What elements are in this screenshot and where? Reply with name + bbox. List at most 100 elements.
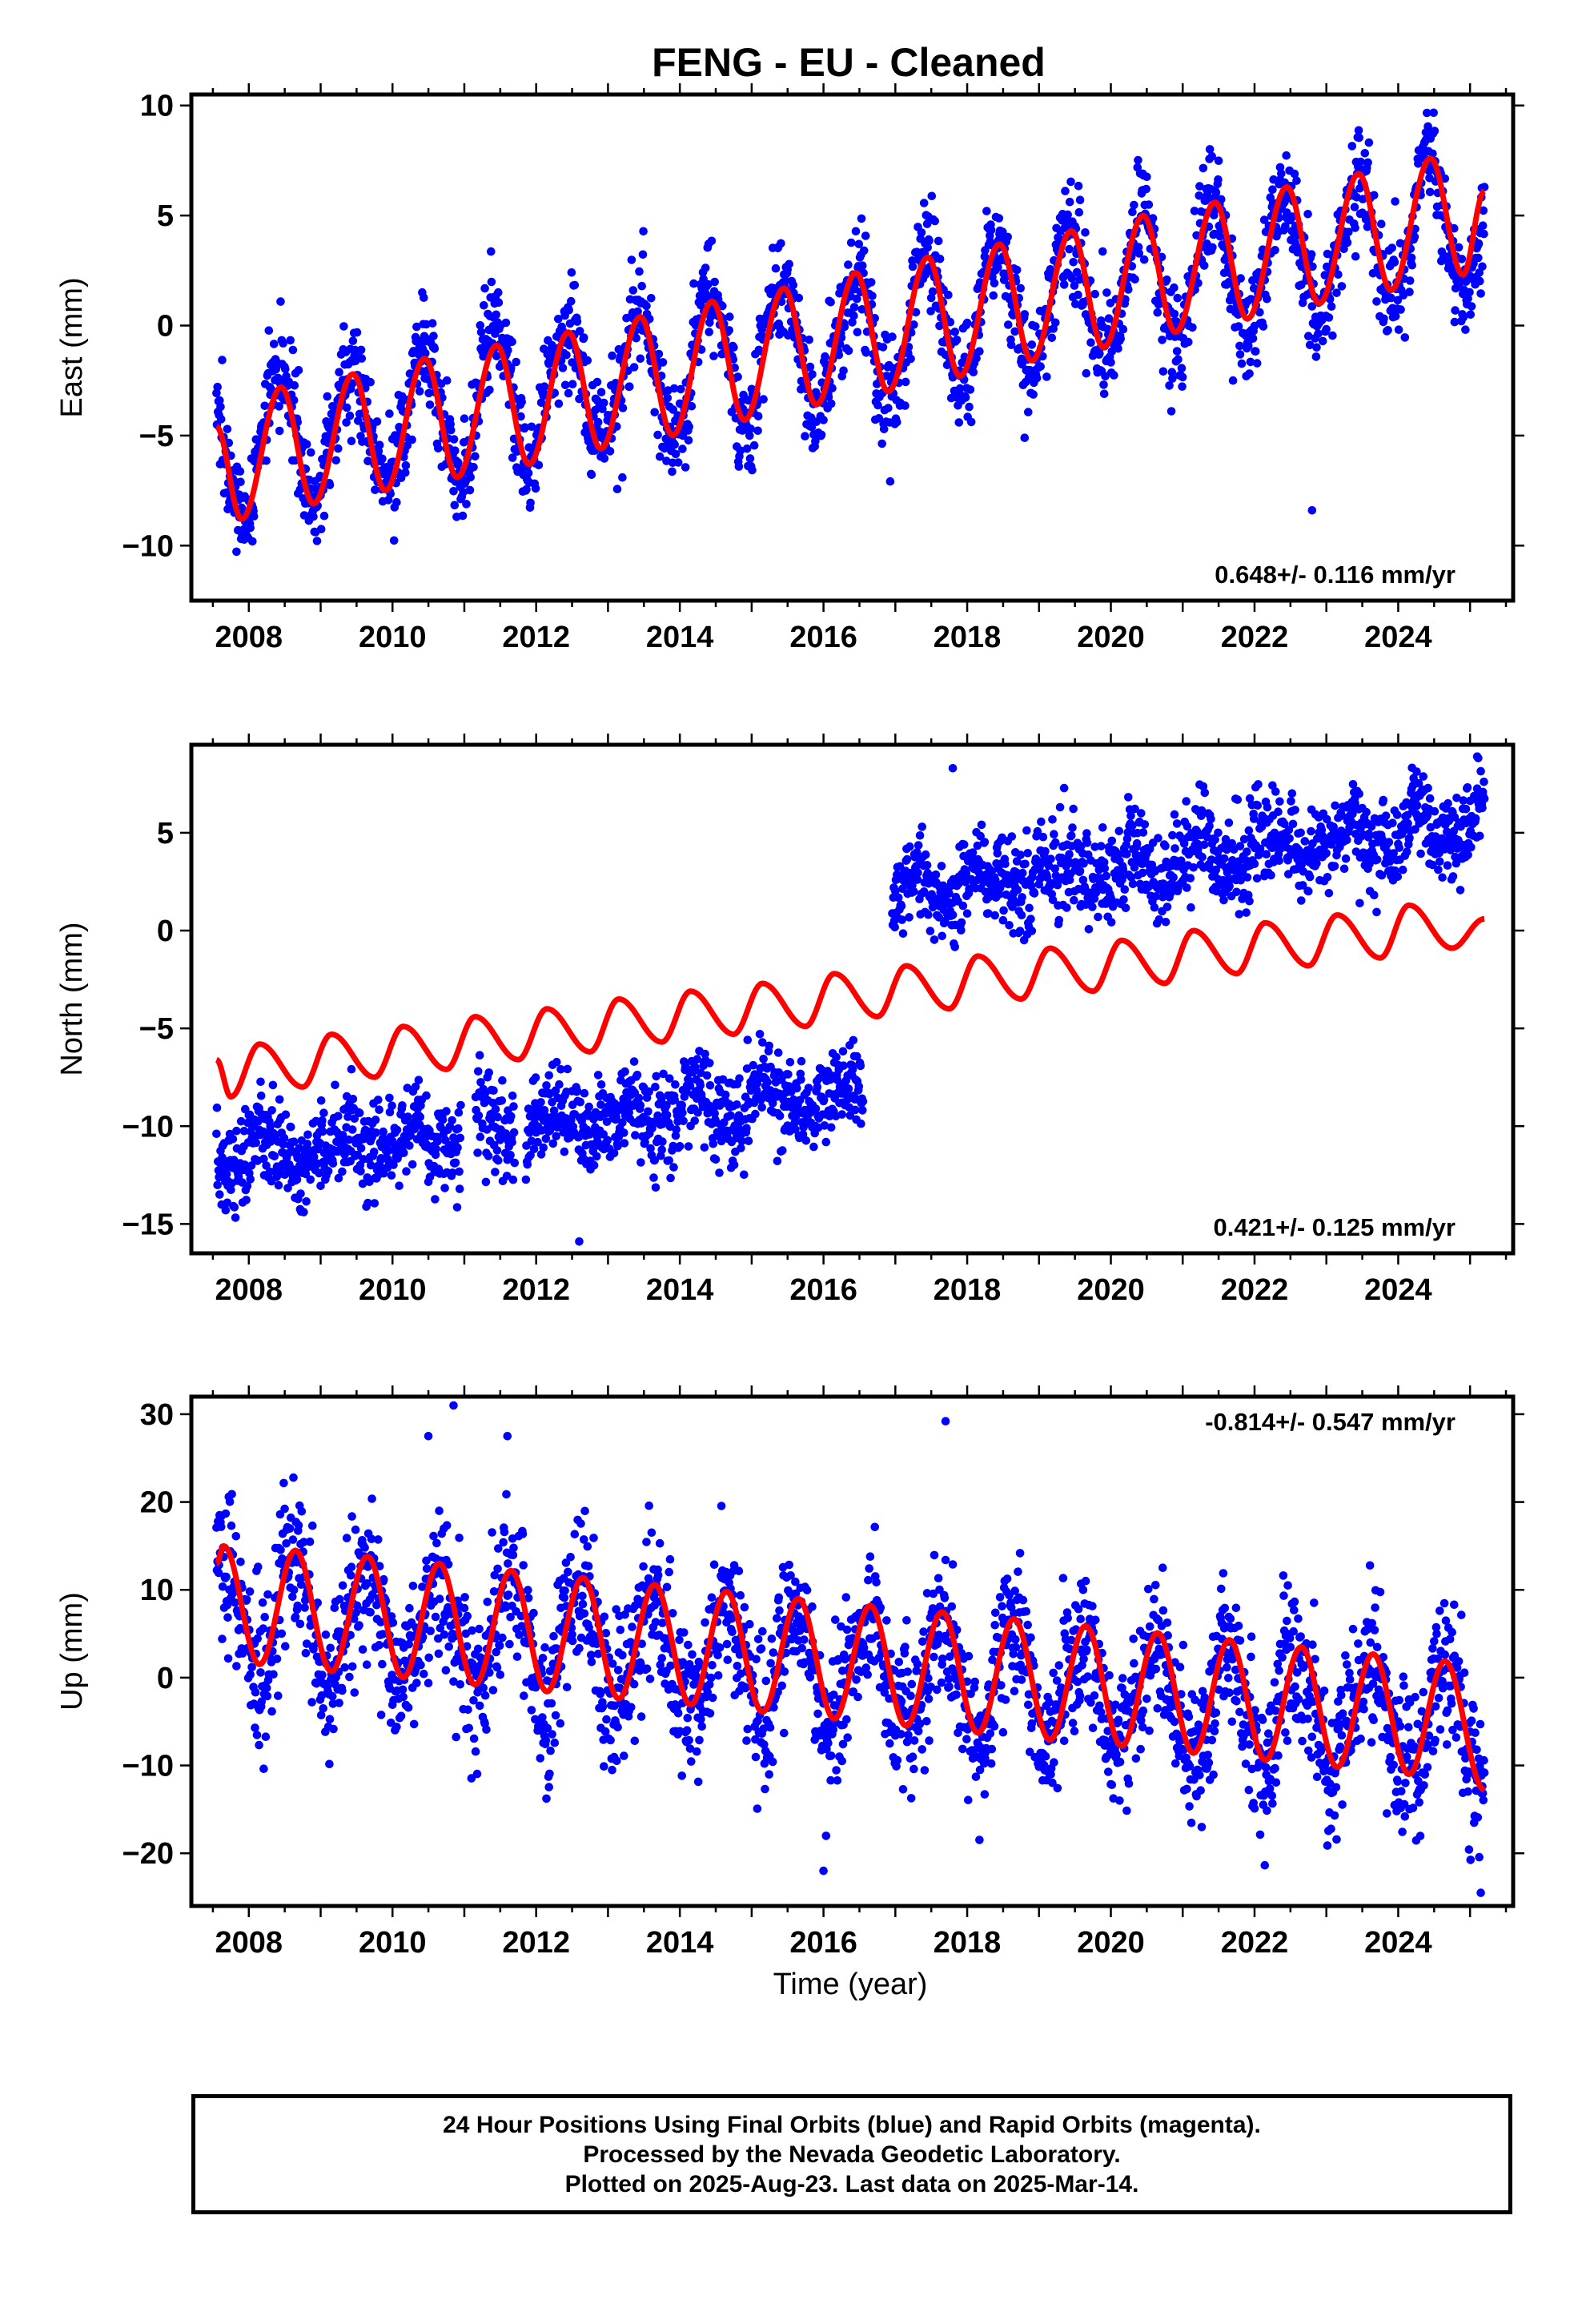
- data-point: [232, 547, 241, 557]
- data-point: [709, 1139, 718, 1148]
- data-point: [888, 332, 897, 341]
- data-point: [1391, 197, 1399, 206]
- data-point: [474, 1067, 483, 1076]
- data-point: [668, 467, 677, 476]
- data-point: [508, 453, 517, 462]
- data-point: [844, 1084, 853, 1093]
- data-point: [1012, 857, 1022, 866]
- data-point: [1303, 210, 1312, 219]
- data-point: [1016, 283, 1025, 293]
- data-point: [966, 417, 976, 427]
- data-point: [1138, 868, 1147, 878]
- data-point: [247, 1161, 256, 1170]
- data-point: [1165, 381, 1174, 390]
- data-point: [1372, 297, 1381, 306]
- data-point: [934, 913, 944, 922]
- plot-frame: [189, 92, 1516, 603]
- data-point: [1074, 207, 1084, 217]
- data-point: [334, 1112, 343, 1120]
- data-point: [529, 1144, 539, 1153]
- data-point: [819, 416, 828, 424]
- data-point: [906, 354, 915, 364]
- data-point: [751, 1109, 760, 1119]
- data-point: [541, 1134, 551, 1144]
- data-point: [994, 263, 1002, 272]
- data-point: [1059, 783, 1069, 793]
- data-point: [1128, 207, 1137, 217]
- data-point: [650, 1156, 659, 1165]
- data-point: [1410, 232, 1419, 242]
- x-tick-label: 2014: [646, 621, 714, 654]
- data-point: [1271, 246, 1279, 255]
- data-point: [1197, 806, 1207, 815]
- data-point: [212, 1129, 221, 1139]
- data-point: [1205, 822, 1214, 830]
- data-point: [1343, 238, 1352, 247]
- data-point: [838, 1047, 848, 1056]
- data-point: [990, 911, 999, 920]
- data-point: [344, 1135, 354, 1144]
- data-point: [1154, 915, 1164, 924]
- data-point: [1305, 872, 1315, 882]
- data-point: [1245, 794, 1255, 803]
- data-point: [1015, 927, 1025, 935]
- data-point: [1478, 803, 1487, 813]
- data-point: [387, 1171, 396, 1180]
- data-point: [1078, 875, 1088, 885]
- data-point: [309, 512, 318, 521]
- data-point: [279, 1140, 288, 1149]
- data-point: [905, 913, 913, 922]
- data-point: [1182, 797, 1191, 806]
- data-point: [316, 1181, 325, 1191]
- data-point: [629, 1057, 639, 1066]
- data-point: [1304, 887, 1313, 896]
- data-point: [1219, 268, 1229, 278]
- data-point: [275, 426, 284, 436]
- data-point: [935, 321, 944, 331]
- data-point: [475, 1051, 484, 1059]
- data-point: [540, 382, 549, 392]
- data-point: [662, 1101, 671, 1110]
- data-point: [1235, 350, 1245, 359]
- data-point: [319, 511, 329, 521]
- data-point: [405, 1141, 414, 1150]
- data-point: [1090, 289, 1099, 299]
- data-point: [216, 402, 225, 412]
- data-point: [401, 468, 410, 477]
- data-point: [338, 1167, 347, 1176]
- data-point: [998, 227, 1007, 236]
- data-point: [935, 255, 945, 263]
- data-point: [416, 1112, 425, 1121]
- data-point: [726, 1111, 735, 1120]
- data-point: [755, 1030, 765, 1039]
- data-point: [669, 405, 678, 414]
- data-point: [1285, 834, 1294, 843]
- data-point: [1391, 312, 1400, 321]
- data-point: [931, 870, 941, 879]
- data-point: [1027, 340, 1037, 349]
- data-point: [1070, 281, 1079, 290]
- data-point: [1031, 322, 1040, 331]
- data-point: [434, 444, 443, 453]
- data-point: [1158, 336, 1166, 344]
- data-point: [1251, 347, 1260, 356]
- data-point: [718, 301, 727, 311]
- data-point: [1414, 778, 1423, 788]
- data-point: [1236, 875, 1245, 885]
- data-point: [1148, 214, 1158, 223]
- data-point: [356, 1167, 365, 1176]
- data-point: [671, 1131, 681, 1140]
- data-point: [508, 337, 516, 347]
- data-point: [1412, 767, 1421, 776]
- data-point: [1005, 921, 1014, 930]
- data-point: [262, 1161, 271, 1170]
- data-point: [873, 400, 882, 410]
- data-point: [1026, 915, 1035, 923]
- data-point: [926, 927, 935, 935]
- data-point: [562, 351, 571, 360]
- data-point: [665, 1156, 673, 1165]
- y-axis-label: East (mm): [55, 277, 89, 417]
- data-point: [1042, 873, 1052, 883]
- data-point: [411, 1082, 420, 1092]
- data-point: [1412, 801, 1422, 810]
